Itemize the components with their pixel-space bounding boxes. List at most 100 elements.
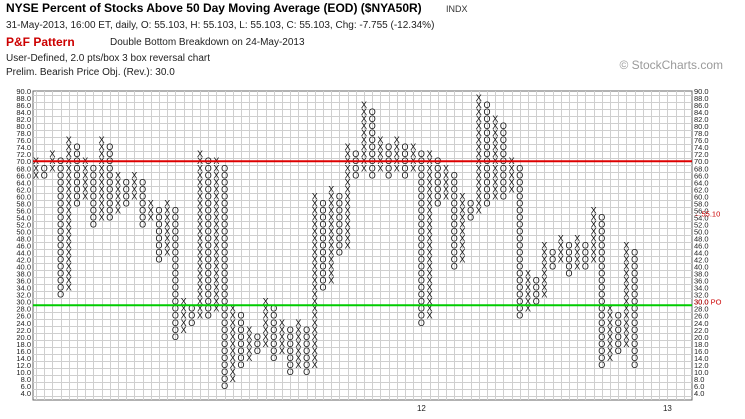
x-box: X bbox=[66, 255, 72, 265]
o-box: O bbox=[106, 177, 113, 187]
o-box: O bbox=[172, 269, 179, 279]
x-box: X bbox=[312, 297, 318, 307]
x-box: X bbox=[213, 283, 219, 293]
o-box: O bbox=[221, 205, 228, 215]
x-box: X bbox=[312, 360, 318, 370]
x-box: X bbox=[345, 170, 351, 180]
o-box: O bbox=[106, 205, 113, 215]
x-box: X bbox=[66, 177, 72, 187]
o-box: O bbox=[303, 353, 310, 363]
x-box: X bbox=[295, 332, 301, 342]
x-box: X bbox=[591, 219, 597, 229]
o-box: O bbox=[172, 226, 179, 236]
x-box: X bbox=[541, 283, 547, 293]
o-box: O bbox=[401, 149, 408, 159]
x-box: X bbox=[427, 269, 433, 279]
o-box: O bbox=[139, 219, 146, 229]
y-tick-label-right: 28.0 bbox=[694, 305, 709, 314]
o-box: O bbox=[418, 262, 425, 272]
y-tick-label-left: 34.0 bbox=[16, 284, 31, 293]
y-tick-label-right: 82.0 bbox=[694, 115, 709, 124]
o-box: O bbox=[631, 297, 638, 307]
x-box: X bbox=[82, 184, 88, 194]
o-box: O bbox=[237, 318, 244, 328]
x-box: X bbox=[279, 346, 285, 356]
o-box: O bbox=[483, 149, 490, 159]
o-box: O bbox=[336, 205, 343, 215]
x-box: X bbox=[427, 248, 433, 258]
o-box: O bbox=[57, 205, 64, 215]
o-box: O bbox=[500, 128, 507, 138]
pattern-label: P&F Pattern bbox=[6, 35, 75, 49]
x-box: X bbox=[213, 269, 219, 279]
x-box: X bbox=[377, 163, 383, 173]
o-box: O bbox=[221, 219, 228, 229]
x-box: X bbox=[197, 276, 203, 286]
x-box: X bbox=[213, 248, 219, 258]
y-tick-label-left: 52.0 bbox=[16, 220, 31, 229]
o-box: O bbox=[221, 381, 228, 391]
x-box: X bbox=[476, 100, 482, 110]
x-box: X bbox=[427, 219, 433, 229]
o-box: O bbox=[90, 212, 97, 222]
o-box: O bbox=[451, 170, 458, 180]
x-box: X bbox=[164, 198, 170, 208]
o-box: O bbox=[483, 135, 490, 145]
y-tick-label-right: 10.0 bbox=[694, 368, 709, 377]
o-box: O bbox=[336, 219, 343, 229]
o-box: O bbox=[516, 233, 523, 243]
o-box: O bbox=[205, 212, 212, 222]
o-box: O bbox=[418, 255, 425, 265]
x-box: X bbox=[492, 135, 498, 145]
o-box: O bbox=[401, 163, 408, 173]
o-box: O bbox=[483, 114, 490, 124]
x-box: X bbox=[131, 191, 137, 201]
o-box: O bbox=[254, 346, 261, 356]
o-box: O bbox=[221, 325, 228, 335]
o-box: O bbox=[500, 184, 507, 194]
o-box: O bbox=[205, 255, 212, 265]
x-box: X bbox=[197, 149, 203, 159]
x-box: X bbox=[476, 107, 482, 117]
o-box: O bbox=[434, 191, 441, 201]
chart-title: NYSE Percent of Stocks Above 50 Day Movi… bbox=[6, 1, 422, 15]
x-box: X bbox=[476, 121, 482, 131]
o-box: O bbox=[451, 177, 458, 187]
y-tick-label-right: 22.0 bbox=[694, 326, 709, 335]
o-box: O bbox=[598, 346, 605, 356]
o-box: O bbox=[90, 191, 97, 201]
x-box: X bbox=[197, 304, 203, 314]
x-box: X bbox=[213, 191, 219, 201]
x-box: X bbox=[49, 163, 55, 173]
o-box: O bbox=[385, 170, 392, 180]
o-box: O bbox=[582, 248, 589, 258]
x-box: X bbox=[312, 339, 318, 349]
y-tick-label-left: 72.0 bbox=[16, 150, 31, 159]
o-box: O bbox=[205, 177, 212, 187]
o-box: O bbox=[500, 191, 507, 201]
y-tick-label-left: 66.0 bbox=[16, 171, 31, 180]
o-box: O bbox=[221, 283, 228, 293]
o-box: O bbox=[106, 142, 113, 152]
x-box: X bbox=[492, 170, 498, 180]
x-box: X bbox=[312, 283, 318, 293]
o-box: O bbox=[221, 297, 228, 307]
o-box: O bbox=[303, 360, 310, 370]
x-box: X bbox=[328, 226, 334, 236]
o-box: O bbox=[205, 184, 212, 194]
x-box: X bbox=[148, 212, 154, 222]
o-box: O bbox=[237, 346, 244, 356]
o-box: O bbox=[221, 255, 228, 265]
x-box: X bbox=[213, 170, 219, 180]
o-box: O bbox=[500, 163, 507, 173]
x-box: X bbox=[263, 311, 269, 321]
y-tick-label-right: 78.0 bbox=[694, 129, 709, 138]
x-box: X bbox=[295, 353, 301, 363]
o-box: O bbox=[451, 205, 458, 215]
o-box: O bbox=[303, 346, 310, 356]
y-tick-label-left: 68.0 bbox=[16, 164, 31, 173]
o-box: O bbox=[598, 332, 605, 342]
x-box: X bbox=[591, 241, 597, 251]
y-tick-label-right: 88.0 bbox=[694, 94, 709, 103]
o-box: O bbox=[385, 142, 392, 152]
